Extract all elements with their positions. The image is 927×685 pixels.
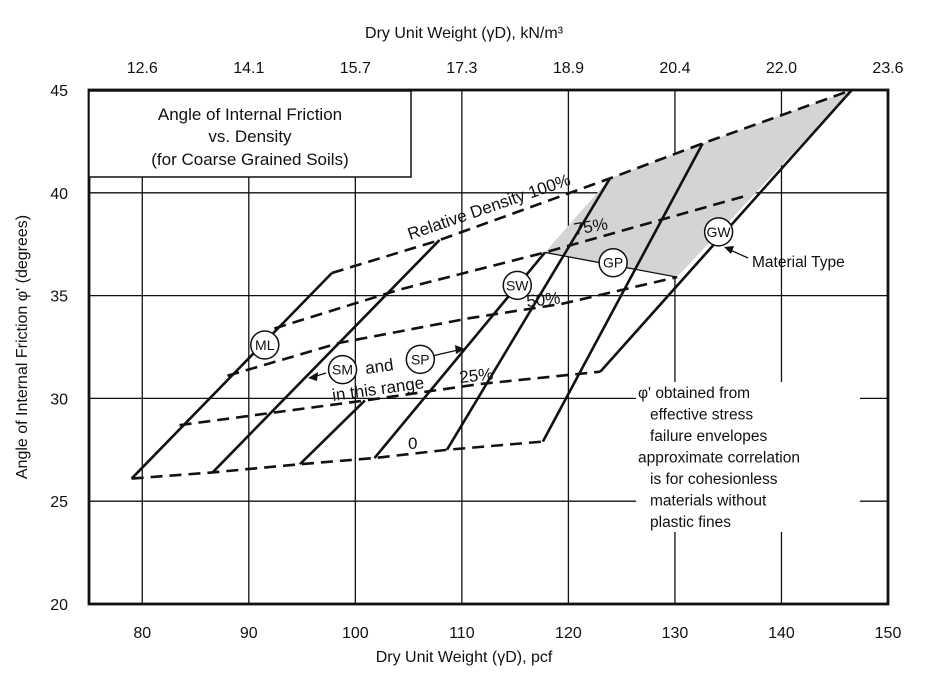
x-tick-label: 150 — [875, 625, 902, 642]
top-tick-label: 22.0 — [766, 60, 797, 77]
plot-border — [87, 88, 890, 606]
top-tick-label: 23.6 — [872, 60, 903, 77]
y-tick-label: 20 — [50, 597, 68, 614]
y-tick-label: 30 — [50, 391, 68, 408]
top-tick-label: 14.1 — [233, 60, 264, 77]
density-line-50- — [227, 275, 678, 378]
marker-ml: ML — [250, 330, 280, 360]
bottom-axis-title: Dry Unit Weight (γD), pcf — [376, 649, 553, 666]
marker-sm: SM — [327, 354, 358, 385]
shaded-gravel-region — [544, 90, 852, 278]
top-tick-label: 20.4 — [659, 60, 690, 77]
note-block: φ' obtained from effective stress failure … — [636, 382, 860, 532]
range-arrows — [308, 345, 465, 381]
x-tick-label: 90 — [240, 625, 258, 642]
marker-label: SP — [411, 351, 430, 367]
marker-label: ML — [255, 337, 275, 353]
x-tick-label: 110 — [449, 625, 475, 642]
marker-sp: SP — [405, 344, 436, 375]
material-type-label: Material Type — [752, 254, 845, 271]
label-50: 50% — [525, 289, 561, 311]
marker-sw: SW — [502, 270, 533, 301]
x-tick-label: 130 — [662, 625, 689, 642]
top-axis-title: Dry Unit Weight (γD), kN/m³ — [365, 25, 564, 42]
material-line-gp-line-left — [445, 177, 612, 451]
note-line: plastic fines — [650, 514, 731, 531]
note-line: φ' obtained from — [638, 385, 750, 402]
label-and: and — [364, 355, 395, 378]
marker-circle — [598, 247, 628, 278]
material-markers: ML SM SP SW GP GW — [250, 217, 734, 385]
marker-label: SM — [332, 362, 353, 378]
marker-circle — [250, 330, 280, 360]
top-tick-label: 17.3 — [446, 60, 477, 77]
title-line-3: (for Coarse Grained Soils) — [151, 150, 348, 169]
note-line: effective stress — [650, 407, 753, 424]
marker-circle — [327, 354, 358, 385]
marker-circle — [703, 217, 734, 247]
marker-label: GP — [603, 255, 623, 271]
y-axis-title: Angle of Internal Friction φ' (degrees) — [14, 215, 31, 479]
note-line: is for cohesionless — [650, 471, 778, 488]
marker-gp: GP — [598, 247, 628, 278]
top-tick-label: 15.7 — [340, 60, 371, 77]
top-tick-label: 18.9 — [553, 60, 584, 77]
y-tick-label: 35 — [50, 289, 68, 306]
marker-circle — [405, 344, 436, 375]
marker-label: SW — [506, 277, 529, 293]
plot-frame — [87, 88, 890, 606]
shaded-region — [544, 90, 852, 278]
material-type-callout: Material Type — [724, 246, 845, 271]
y-tick-label: 25 — [50, 494, 68, 511]
material-line-gp-line-right — [541, 142, 704, 443]
top-tick-label: 12.6 — [127, 60, 158, 77]
x-tick-label: 100 — [342, 625, 369, 642]
label-100: Relative Density 100% — [405, 170, 573, 244]
label-0: 0 — [408, 434, 417, 453]
marker-circle — [502, 270, 533, 301]
series-lines — [130, 88, 853, 480]
material-line-sm-line — [211, 239, 441, 474]
note-line: approximate correlation — [638, 450, 800, 467]
marker-label: GW — [707, 224, 732, 240]
tick-labels: 80 90 100 110 120 130 140 150 12.6 14.1 15.7 17.3 18… — [50, 60, 903, 642]
material-line-short-line — [299, 399, 366, 466]
y-tick-label: 45 — [50, 83, 68, 100]
title-line-1: Angle of Internal Friction — [158, 105, 342, 124]
x-tick-label: 140 — [768, 625, 795, 642]
marker-gw: GW — [703, 217, 734, 247]
density-line-25- — [179, 370, 601, 427]
note-line: failure envelopes — [650, 428, 767, 445]
title-box: Angle of Internal Friction vs. Density (… — [88, 90, 412, 178]
density-line-0 — [131, 440, 543, 480]
x-tick-label: 80 — [133, 625, 151, 642]
material-line-ml — [130, 272, 333, 480]
note-line: materials without — [650, 493, 767, 510]
label-25: 25% — [458, 365, 494, 387]
density-line-75- — [273, 193, 750, 330]
title-line-2: vs. Density — [208, 127, 292, 146]
x-tick-label: 120 — [555, 625, 582, 642]
y-tick-label: 40 — [50, 186, 68, 203]
